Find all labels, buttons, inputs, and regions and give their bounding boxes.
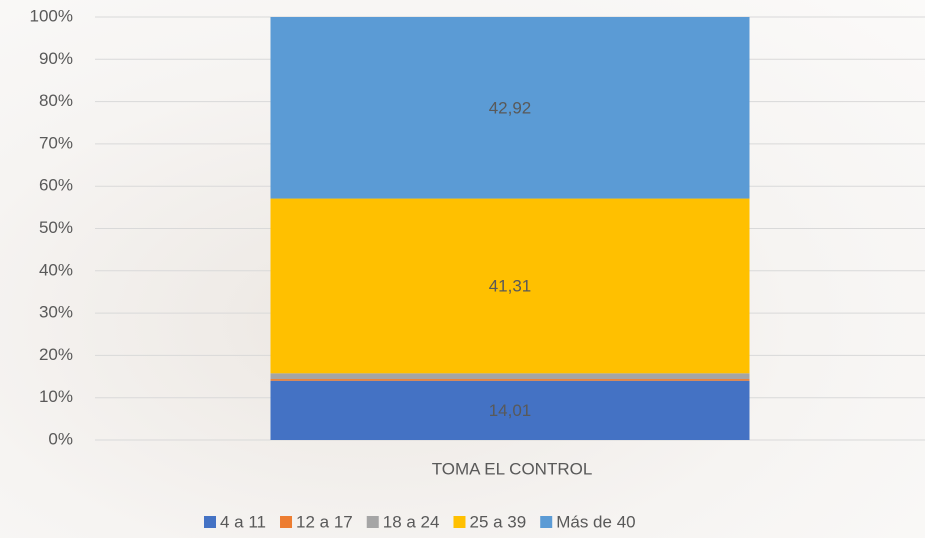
legend-label: 25 a 39 [469,512,526,531]
legend-swatch [204,516,216,528]
y-tick-label: 10% [39,387,73,406]
data-label: 14,01 [489,401,532,420]
bar-segment [271,379,750,381]
legend-label: 18 a 24 [383,512,440,531]
y-tick-label: 40% [39,260,73,279]
y-tick-label: 0% [48,429,73,448]
legend-label: Más de 40 [556,512,635,531]
y-tick-label: 70% [39,133,73,152]
data-label: 42,92 [489,98,532,117]
legend-label: 4 a 11 [220,512,266,531]
legend-swatch [367,516,379,528]
y-tick-label: 50% [39,218,73,237]
y-tick-label: 20% [39,345,73,364]
legend-swatch [540,516,552,528]
data-label: 41,31 [489,276,532,295]
bar-segment [271,373,750,379]
y-tick-label: 30% [39,303,73,322]
legend-swatch [453,516,465,528]
x-tick-label: TOMA EL CONTROL [432,459,593,478]
y-tick-label: 60% [39,176,73,195]
legend-label: 12 a 17 [296,512,353,531]
legend-swatch [280,516,292,528]
y-tick-label: 80% [39,91,73,110]
chart: 0% 10% 20% 30% 40% 50% 60% 70% 80% 90% 100% TOMA EL… [0,0,925,538]
y-tick-label: 100% [30,6,73,25]
y-tick-label: 90% [39,49,73,68]
